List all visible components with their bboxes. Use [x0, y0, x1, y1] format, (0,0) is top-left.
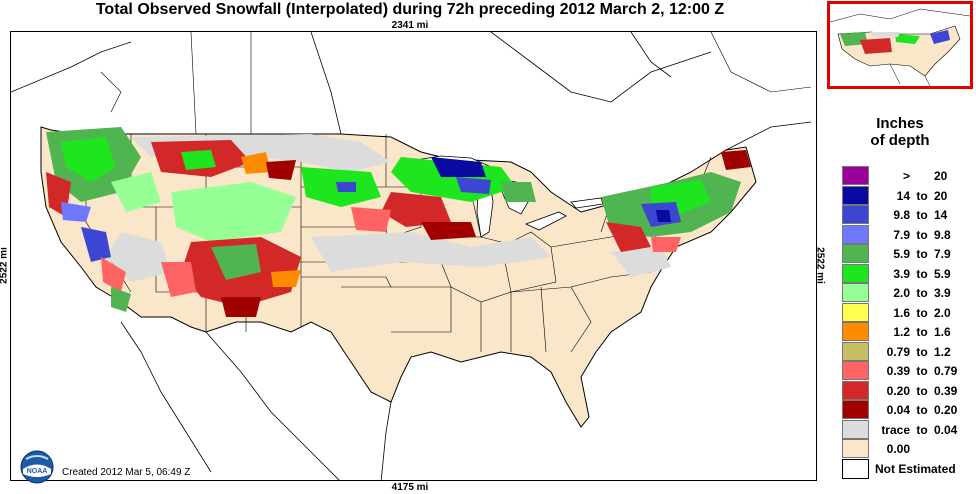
legend-low-value: 3.9 — [893, 266, 910, 281]
legend-row: 0.04 to 0.20 — [842, 400, 976, 419]
not-estimated-label: Not Estimated — [875, 462, 956, 476]
snowfall-field — [46, 127, 751, 317]
legend-to-word: to — [916, 403, 928, 417]
legend-high-value: 1.2 — [934, 344, 951, 359]
inset-land — [837, 25, 961, 77]
legend-high-value: 20 — [934, 188, 948, 203]
legend-to-word: to — [916, 422, 928, 437]
legend-high-value: 0.39 — [934, 383, 958, 398]
legend-high-value: 0.04 — [934, 422, 958, 437]
legend-row: 1.2 to 1.6 — [842, 322, 976, 341]
legend-row: trace to 0.04 — [842, 419, 976, 439]
legend-swatch — [842, 224, 869, 244]
legend-row: 2.0 to 3.9 — [842, 283, 976, 302]
legend-low-value: trace — [881, 422, 910, 437]
map-width-top-label: 2341 mi — [391, 20, 429, 31]
legend-low-value: 5.9 — [893, 247, 910, 261]
legend-low-value: 1.2 — [893, 325, 910, 339]
noaa-logo-text: NOAA — [27, 468, 48, 475]
legend-low-value: 14 — [896, 188, 910, 203]
lake-erie — [524, 211, 567, 231]
legend-to-word: to — [916, 266, 928, 281]
legend-to-word: to — [916, 344, 928, 359]
legend-high-value: 0.20 — [934, 403, 958, 417]
legend-swatch — [842, 185, 869, 205]
created-timestamp: Created 2012 Mar 5, 06:49 Z — [62, 467, 191, 478]
legend-swatch — [842, 322, 869, 341]
legend-high-value: 20 — [934, 169, 948, 183]
legend-high-value: 3.9 — [934, 286, 951, 300]
lake-ontario — [570, 197, 604, 209]
legend-row: 0.00 — [842, 439, 976, 458]
legend-to-word: to — [916, 188, 928, 203]
legend-high-value: 0.79 — [934, 364, 958, 378]
legend-low-value: 1.6 — [893, 305, 910, 320]
map-width-bottom-label: 4175 mi — [391, 482, 429, 493]
legend-low-value: 7.9 — [893, 227, 910, 242]
noaa-logo-icon: NOAA — [20, 450, 54, 484]
legend-high-value: 2.0 — [934, 305, 951, 320]
legend-row: 3.9 to 5.9 — [842, 263, 976, 283]
legend-swatch — [842, 419, 869, 439]
legend-low-value: 2.0 — [893, 286, 910, 300]
legend-high-value: 1.6 — [934, 325, 951, 339]
legend-high-value: 5.9 — [934, 266, 951, 281]
legend-row: 0.79 to 1.2 — [842, 341, 976, 361]
legend-to-word: to — [916, 364, 928, 378]
noaa-logo: NOAA — [20, 450, 54, 484]
legend-swatch — [842, 283, 869, 302]
legend-swatch — [842, 205, 869, 224]
legend-swatch — [842, 400, 869, 419]
legend-swatch — [842, 302, 869, 322]
legend-low-value: 0.39 — [886, 364, 910, 378]
legend-low-value: 0.79 — [886, 344, 910, 359]
legend-swatch — [842, 244, 869, 263]
legend-high-value: 9.8 — [934, 227, 951, 242]
legend-swatch — [842, 166, 869, 185]
legend-swatch — [842, 439, 869, 458]
legend-low-value: 9.8 — [893, 208, 910, 222]
legend-row: 1.6 to 2.0 — [842, 302, 976, 322]
legend-low-value: 0.04 — [886, 403, 910, 417]
legend-title-line1: Inches — [876, 115, 924, 132]
legend-low-value: 0.20 — [886, 383, 910, 398]
legend-title-line2: of depth — [870, 132, 930, 149]
legend-row: 0.20 to 0.39 — [842, 380, 976, 400]
legend-row: 5.9 to 7.9 — [842, 244, 976, 263]
map-title: Total Observed Snowfall (Interpolated) d… — [95, 1, 725, 18]
legend-high-value: 7.9 — [934, 247, 951, 261]
legend-swatch — [842, 341, 869, 361]
legend-high-value: 14 — [934, 208, 948, 222]
legend-swatch — [842, 380, 869, 400]
legend-title: Inches of depth — [830, 115, 970, 149]
legend-swatch — [842, 263, 869, 283]
legend-low-value: > — [902, 169, 910, 183]
legend-to-word: to — [916, 286, 928, 300]
legend-swatch — [842, 361, 869, 380]
overview-inset-map[interactable] — [827, 1, 973, 89]
snowfall-map[interactable] — [10, 31, 817, 481]
canada-outline — [11, 32, 812, 151]
overview-inset-svg — [830, 8, 970, 86]
snowfall-map-svg — [11, 32, 812, 480]
legend-to-word: to — [916, 227, 928, 242]
mexico-outline — [120, 321, 392, 480]
legend-not-estimated: Not Estimated — [842, 459, 976, 479]
not-estimated-swatch — [842, 459, 869, 479]
legend-to-word: to — [916, 325, 928, 339]
legend-row: 14 to 20 — [842, 185, 976, 205]
legend-row: 0.39 to 0.79 — [842, 361, 976, 380]
legend-row: >20 — [842, 166, 976, 185]
legend-to-word: to — [916, 247, 928, 261]
map-height-left-label: 2522 mi — [0, 247, 10, 284]
legend-to-word: to — [916, 208, 928, 222]
legend-low-value: 0.00 — [886, 442, 910, 456]
province-borders — [100, 32, 812, 135]
legend-to-word: to — [916, 383, 928, 398]
legend-row: 7.9 to 9.8 — [842, 224, 976, 244]
legend-row: 9.8 to 14 — [842, 205, 976, 224]
legend-to-word: to — [916, 305, 928, 320]
